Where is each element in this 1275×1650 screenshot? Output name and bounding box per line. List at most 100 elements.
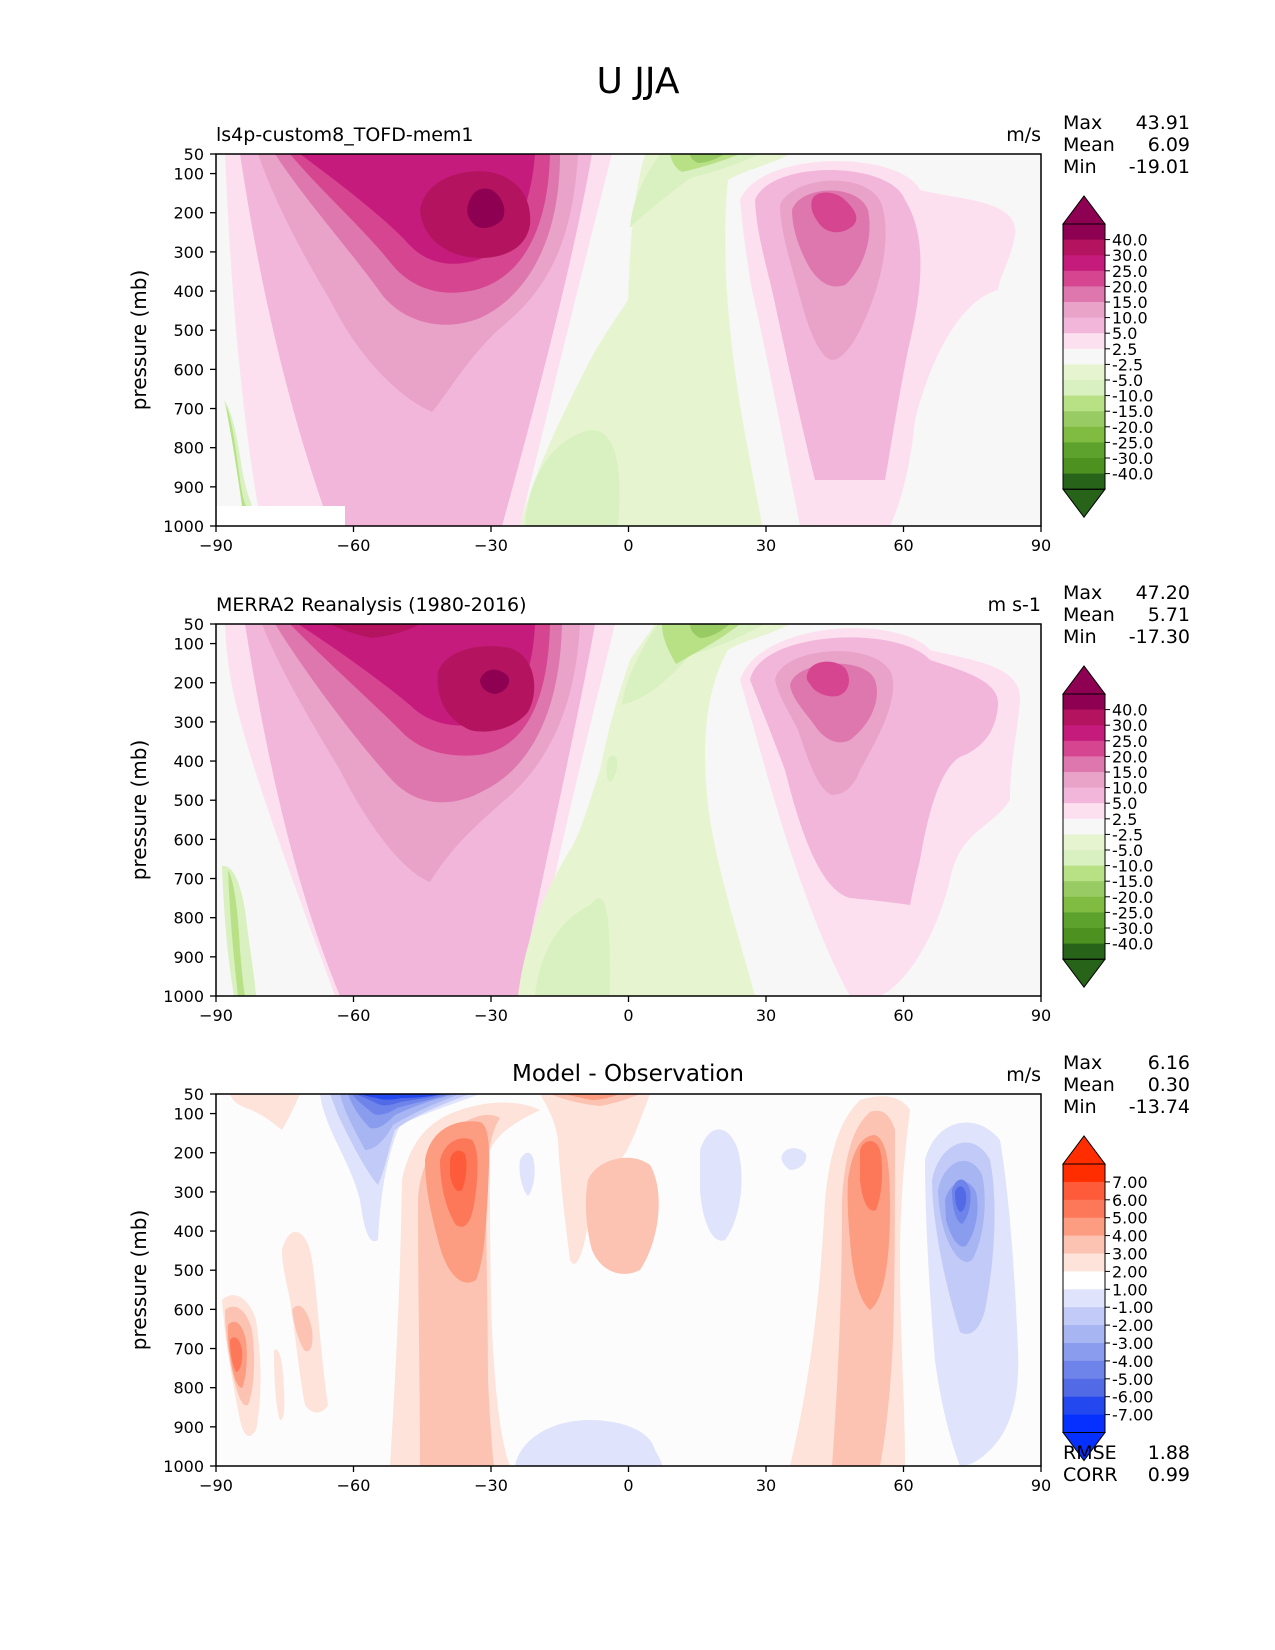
y-tick-label: 600 xyxy=(173,830,204,849)
contour-neg-subtropics xyxy=(700,1129,742,1241)
colorbar-label: 4.00 xyxy=(1112,1227,1148,1246)
units-label: m/s xyxy=(1006,1064,1041,1086)
colorbar-segment xyxy=(1063,270,1105,287)
colorbar-segment xyxy=(1063,442,1105,459)
x-tick-label: −90 xyxy=(199,536,233,555)
contour-field xyxy=(222,1094,1019,1466)
colorbar-label: -1.00 xyxy=(1112,1298,1153,1317)
stat-value: 5.71 xyxy=(1148,604,1190,626)
colorbar-segment xyxy=(1063,787,1105,804)
colorbar-label: -40.0 xyxy=(1112,935,1153,954)
y-axis-label: pressure (mb) xyxy=(127,270,151,411)
y-tick-label: 100 xyxy=(173,165,204,184)
y-tick-label: 500 xyxy=(173,1261,204,1280)
colorbar-segment xyxy=(1063,912,1105,929)
x-tick-label: 90 xyxy=(1031,1476,1051,1495)
colorbar-label: 15.0 xyxy=(1112,763,1148,782)
colorbar: 7.006.005.004.003.002.001.00-1.00-2.00-3… xyxy=(1062,1135,1153,1462)
contour-easterly-5 xyxy=(622,624,765,705)
colorbar-label: 10.0 xyxy=(1112,309,1148,328)
x-tick-label: −60 xyxy=(337,1006,371,1025)
colorbar-segment xyxy=(1063,458,1105,475)
contour-neg-small xyxy=(781,1148,807,1170)
stat-label: Max xyxy=(1063,1052,1102,1074)
colorbar-segment xyxy=(1063,224,1105,241)
metric-label: RMSE xyxy=(1063,1442,1117,1464)
colorbar-label: 20.0 xyxy=(1112,747,1148,766)
colorbar-segment xyxy=(1063,756,1105,773)
panel-title: ls4p-custom8_TOFD-mem1 xyxy=(216,124,474,146)
colorbar-segment xyxy=(1063,850,1105,867)
colorbar-label: -15.0 xyxy=(1112,402,1153,421)
colorbar-segment xyxy=(1063,1181,1105,1201)
contour-isolated-easterly xyxy=(606,755,618,782)
colorbar-segment xyxy=(1063,803,1105,820)
colorbar-label: 40.0 xyxy=(1112,231,1148,250)
colorbar-segment xyxy=(1063,1164,1105,1183)
stats-block: Max 6.16 Mean 0.30 Min -13.74 xyxy=(1063,1052,1190,1118)
x-tick-label: 60 xyxy=(893,536,913,555)
colorbar-extend-max xyxy=(1062,195,1106,225)
colorbar-label: 20.0 xyxy=(1112,277,1148,296)
colorbar-segment xyxy=(1063,1360,1105,1380)
colorbar-segment xyxy=(1063,928,1105,945)
colorbar-segment xyxy=(1063,1253,1105,1272)
y-tick-label: 800 xyxy=(173,1379,204,1398)
colorbar-extend-min xyxy=(1062,488,1106,519)
x-axis: −90 −60 −30 0 30 60 90 xyxy=(199,526,1051,555)
y-tick-label: 50 xyxy=(184,145,204,164)
contour-pos-tropics-upper-2 xyxy=(550,1094,640,1106)
colorbar-label: -30.0 xyxy=(1112,449,1153,468)
colorbar-segment xyxy=(1063,348,1105,365)
units-label: m/s xyxy=(1006,124,1041,146)
x-axis: −90 −60 −30 0 30 60 90 xyxy=(199,1466,1051,1495)
stat-value: -19.01 xyxy=(1129,156,1190,178)
colorbar-label: 3.00 xyxy=(1112,1245,1148,1264)
stat-label: Mean xyxy=(1063,134,1115,156)
colorbar-segment xyxy=(1063,255,1105,272)
contour-jet-core xyxy=(480,669,510,694)
colorbar-extend-max xyxy=(1062,665,1106,695)
contour-easterly-10 xyxy=(662,624,740,664)
x-tick-label: 90 xyxy=(1031,1006,1051,1025)
y-tick-label: 1000 xyxy=(163,517,204,536)
x-axis: −90 −60 −30 0 30 60 90 xyxy=(199,996,1051,1025)
x-tick-label: −90 xyxy=(199,1006,233,1025)
contour-neg-nh-6 xyxy=(955,1186,967,1212)
y-tick-label: 500 xyxy=(173,791,204,810)
metric-value: 0.99 xyxy=(1148,1464,1190,1486)
contour-neg-upper-7 xyxy=(360,1094,442,1100)
x-tick-label: −60 xyxy=(337,1476,371,1495)
units-label: m s-1 xyxy=(988,594,1041,616)
y-axis-label: pressure (mb) xyxy=(127,1210,151,1351)
x-tick-label: −30 xyxy=(474,1006,508,1025)
colorbar-segment xyxy=(1063,725,1105,742)
colorbar-segment xyxy=(1063,239,1105,256)
contour-neg-lower-tropics xyxy=(515,1420,662,1466)
contour-easterly-15 xyxy=(690,624,730,638)
contour-low-level-easterly xyxy=(525,429,620,526)
colorbar-label: 2.5 xyxy=(1112,810,1137,829)
y-tick-label: 400 xyxy=(173,752,204,771)
plot-background xyxy=(216,1094,1041,1466)
metric-label: CORR xyxy=(1063,1464,1118,1486)
colorbar: 40.030.025.020.015.010.05.02.5-2.5-5.0-1… xyxy=(1062,665,1153,989)
x-tick-label: 90 xyxy=(1031,536,1051,555)
y-tick-label: 1000 xyxy=(163,987,204,1006)
y-tick-label: 200 xyxy=(173,1144,204,1163)
colorbar-label: 10.0 xyxy=(1112,779,1148,798)
colorbar-segment xyxy=(1063,865,1105,882)
colorbar-label: 25.0 xyxy=(1112,262,1148,281)
colorbar-label: -20.0 xyxy=(1112,888,1153,907)
colorbar: 40.030.025.020.015.010.05.02.5-2.5-5.0-1… xyxy=(1062,195,1153,519)
metric-value: 1.88 xyxy=(1148,1442,1190,1464)
colorbar-segment xyxy=(1063,426,1105,443)
colorbar-segment xyxy=(1063,818,1105,835)
x-tick-label: −60 xyxy=(337,536,371,555)
y-tick-label: 300 xyxy=(173,243,204,262)
y-axis-label: pressure (mb) xyxy=(127,740,151,881)
colorbar-segment xyxy=(1063,881,1105,898)
colorbar-label: 5.0 xyxy=(1112,324,1137,343)
